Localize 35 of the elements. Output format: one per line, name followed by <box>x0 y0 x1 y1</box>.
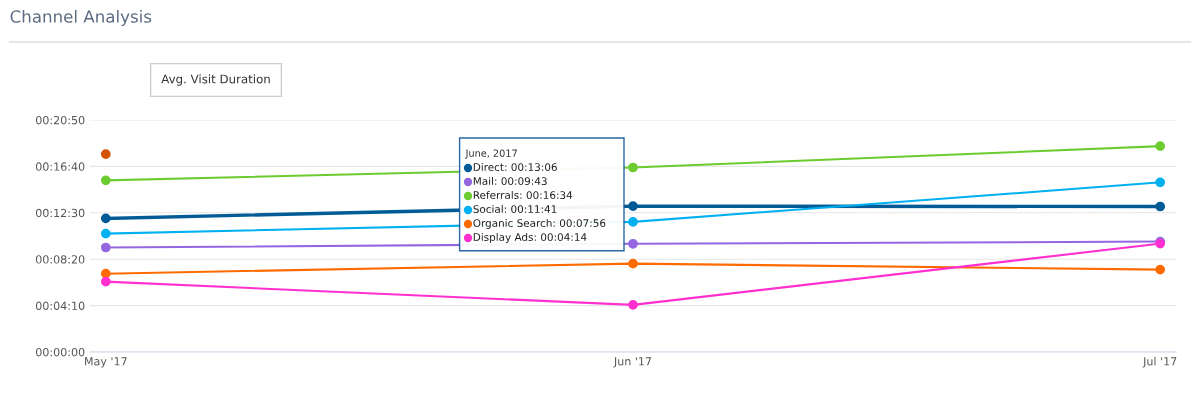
point <box>100 228 111 239</box>
annotation: Mail: 00:09:43 <box>473 176 547 186</box>
annotation: June, 2017 <box>465 149 517 159</box>
point <box>628 201 638 211</box>
annotation: Referrals: 00:16:34 <box>473 190 573 200</box>
annotation: Direct: 00:13:06 <box>473 162 557 172</box>
point <box>628 258 638 269</box>
y-tick-label: 00:20:50 <box>35 115 85 125</box>
y-tick-label: 00:16:40 <box>35 162 85 171</box>
y-tick-label: 00:04:10 <box>35 301 85 310</box>
point <box>100 242 111 253</box>
point <box>628 299 638 310</box>
point <box>1155 264 1166 275</box>
point <box>1155 177 1166 188</box>
point <box>1155 141 1166 152</box>
annotation: Display Ads: 00:04:14 <box>473 232 587 244</box>
y-tick-label: 00:12:30 <box>35 208 85 218</box>
point <box>100 268 111 279</box>
chart-title: Channel Analysis <box>10 9 152 27</box>
annotation: Social: 00:11:41 <box>473 204 557 214</box>
point <box>1155 201 1166 212</box>
annotation: Organic Search: 00:07:56 <box>473 218 606 230</box>
y-tick-label: 00:00:00 <box>35 347 85 357</box>
x-tick-label: May '17 <box>85 357 127 368</box>
point <box>628 238 638 249</box>
point <box>628 217 638 227</box>
chart-subtitle: Avg. Visit Duration <box>161 74 270 86</box>
point <box>100 175 111 186</box>
y-tick-label: 00:08:20 <box>35 255 85 264</box>
x-tick-label: Jun '17 <box>613 357 652 368</box>
point <box>100 276 111 287</box>
x-tick-label: Jul '17 <box>1142 356 1177 368</box>
point <box>100 213 111 224</box>
point <box>628 162 638 173</box>
point <box>100 149 111 160</box>
